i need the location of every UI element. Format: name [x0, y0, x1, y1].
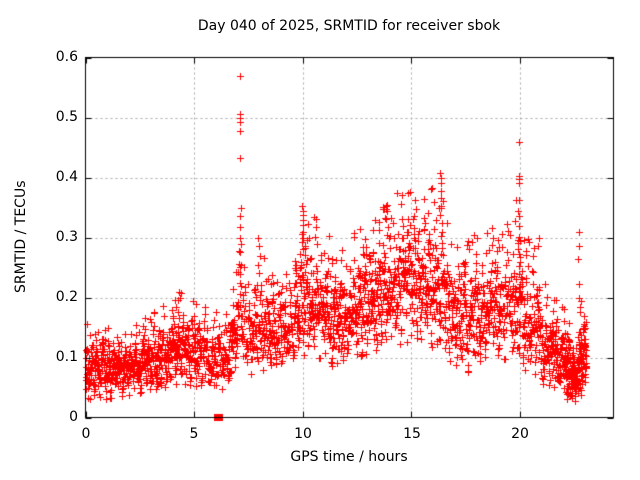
- x-tick-label-20: 20: [511, 426, 529, 442]
- y-tick-label-0.6: 0.6: [55, 49, 78, 65]
- y-tick-label-0.1: 0.1: [55, 349, 78, 365]
- y-tick-label-0.4: 0.4: [55, 169, 78, 185]
- y-axis-label: SRMTID / TECUs: [13, 180, 29, 294]
- y-tick-label-0.3: 0.3: [55, 229, 78, 245]
- x-tick-label-0: 0: [81, 426, 91, 442]
- x-tick-label-5: 5: [189, 426, 199, 442]
- y-tick-label-0.2: 0.2: [55, 289, 78, 305]
- y-tick-label-0.5: 0.5: [55, 109, 78, 125]
- chart-title: Day 040 of 2025, SRMTID for receiver sbo…: [197, 18, 501, 34]
- y-tick-label-0: 0: [69, 409, 78, 425]
- x-tick-label-10: 10: [294, 426, 312, 442]
- x-tick-label-15: 15: [403, 426, 421, 442]
- x-axis-label: GPS time / hours: [290, 449, 408, 465]
